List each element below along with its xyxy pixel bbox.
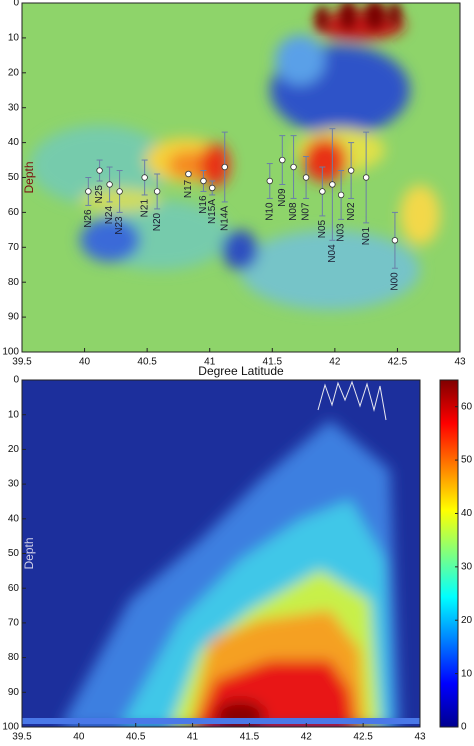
- y-tick-label: 50: [8, 172, 20, 183]
- station-point: [141, 174, 148, 181]
- station-point: [279, 156, 286, 164]
- colorbar-tick-label: 60: [461, 401, 473, 412]
- station-point: [266, 177, 273, 185]
- station-point: [391, 237, 399, 244]
- x-tick-label: 40.5: [126, 732, 146, 743]
- heatmap-top: [22, 3, 460, 352]
- station-point: [290, 163, 297, 171]
- station-label: N05: [317, 219, 328, 238]
- x-tick-label: 41.5: [240, 732, 260, 743]
- x-axis-label: Degree Latitude: [198, 364, 284, 378]
- x-tick-label: 43: [454, 357, 466, 368]
- y-tick-label: 20: [8, 67, 20, 78]
- station-point: [116, 188, 123, 195]
- station-label: N25: [94, 185, 105, 204]
- station-label: N26: [83, 209, 94, 228]
- station-label: N03: [336, 223, 347, 242]
- y-tick-label: 90: [8, 687, 20, 698]
- y-tick-label: 80: [8, 652, 20, 663]
- station-point: [329, 181, 336, 188]
- colorbar-tick-label: 20: [461, 615, 473, 626]
- x-tick-label: 41: [204, 357, 216, 368]
- x-tick-label: 40: [73, 732, 85, 743]
- colorbar-tick-label: 50: [461, 455, 473, 466]
- x-tick-label: 42.5: [353, 732, 373, 743]
- station-label: N20: [152, 212, 163, 231]
- y-tick-label: 100: [2, 722, 19, 733]
- y-tick-label: 70: [8, 242, 20, 253]
- station-label: N01: [361, 226, 372, 245]
- colorbar-frame: [439, 379, 459, 728]
- y-tick-label: 40: [8, 137, 20, 148]
- station-label: N15A: [207, 199, 218, 224]
- x-tick-label: 43: [414, 732, 426, 743]
- station-label: N02: [346, 202, 357, 221]
- y-tick-label: 90: [8, 312, 20, 323]
- y-tick-label: 30: [8, 479, 20, 490]
- station-point: [96, 167, 103, 174]
- station-label: N08: [288, 202, 299, 221]
- y-tick-label: 20: [8, 444, 20, 455]
- y-tick-label: 0: [13, 0, 19, 9]
- x-tick-label: 40.5: [137, 357, 157, 368]
- y-tick-label: 100: [2, 347, 19, 358]
- y-tick-label: 30: [8, 102, 20, 113]
- y-axis-label: Depth: [22, 161, 36, 193]
- y-tick-label: 0: [13, 375, 19, 386]
- y-tick-label: 50: [8, 548, 20, 559]
- y-tick-label: 10: [8, 33, 20, 44]
- station-label: N14A: [219, 206, 230, 231]
- station-point: [200, 177, 207, 185]
- station-point: [362, 174, 370, 181]
- y-tick-label: 60: [8, 583, 20, 594]
- station-label: N16: [198, 195, 209, 214]
- station-label: N00: [390, 272, 401, 291]
- colorbar: [440, 380, 458, 727]
- x-tick-label: 42: [329, 357, 341, 368]
- y-tick-label: 80: [8, 277, 20, 288]
- y-axis-label: Depth: [22, 537, 36, 569]
- station-label: N07: [301, 202, 312, 221]
- x-tick-label: 42: [301, 732, 313, 743]
- x-tick-label: 39.5: [12, 357, 32, 368]
- colorbar-tick-label: 30: [461, 561, 473, 572]
- station-point: [337, 191, 345, 199]
- colorbar-tick-label: 10: [461, 668, 473, 679]
- station-label: N09: [277, 188, 288, 207]
- station-point: [85, 188, 92, 195]
- x-tick-label: 42.5: [388, 357, 408, 368]
- station-point: [185, 170, 192, 178]
- y-tick-label: 10: [8, 409, 20, 420]
- x-tick-label: 40: [79, 357, 91, 368]
- x-tick-label: 41.5: [263, 357, 283, 368]
- station-point: [209, 184, 216, 192]
- station-label: N04: [327, 244, 338, 263]
- x-tick-label: 39.5: [12, 732, 32, 743]
- station-point: [153, 188, 161, 195]
- station-point: [221, 163, 228, 171]
- y-tick-label: 40: [8, 513, 20, 524]
- station-point: [302, 174, 310, 181]
- heatmap-bottom: [22, 380, 420, 727]
- y-tick-label: 60: [8, 207, 20, 218]
- station-point: [319, 188, 326, 195]
- station-label: N23: [114, 216, 125, 235]
- station-label: N24: [104, 206, 115, 225]
- y-tick-label: 70: [8, 618, 20, 629]
- station-point: [106, 181, 113, 188]
- colorbar-tick-label: 40: [461, 508, 473, 519]
- colorbar-tick-label: 0: [461, 722, 467, 733]
- station-label: N10: [264, 202, 275, 221]
- station-point: [347, 167, 355, 174]
- station-label: N21: [139, 199, 150, 218]
- station-label: N17: [183, 179, 194, 198]
- x-tick-label: 41: [187, 732, 199, 743]
